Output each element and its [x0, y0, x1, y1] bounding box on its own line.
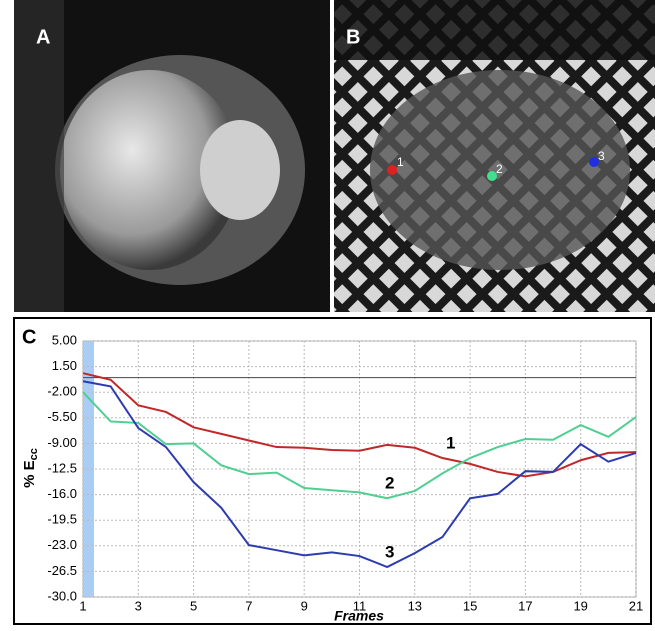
x-tick-label: 19 [573, 598, 587, 613]
marker-label: 1 [397, 155, 404, 169]
x-tick-label: 5 [190, 598, 197, 613]
marker [487, 171, 497, 181]
panel-label: C [22, 326, 36, 348]
y-tick-label: -19.5 [47, 512, 77, 527]
series-label: 1 [446, 433, 455, 452]
series-line [82, 372, 637, 478]
y-tick-label: -23.0 [47, 537, 77, 552]
marker [589, 157, 599, 167]
x-tick-label: 9 [301, 598, 308, 613]
x-tick-label: 7 [245, 598, 252, 613]
y-tick-label: 5.00 [52, 332, 77, 347]
x-tick-label: 11 [353, 598, 367, 613]
y-tick-label: -12.5 [47, 460, 77, 475]
heart-outline [370, 70, 630, 270]
y-tick-label: -5.50 [47, 409, 77, 424]
y-tick-label: -26.5 [47, 563, 77, 578]
y-axis-label-sub: cc [28, 448, 40, 460]
y-tick-label: -30.0 [47, 588, 77, 603]
series-label: 3 [385, 542, 394, 561]
marker-label: 2 [496, 162, 503, 176]
y-axis-label: % Ecc [21, 448, 40, 488]
ventricle [60, 70, 240, 270]
marker [387, 165, 397, 175]
x-tick-label: 15 [463, 598, 477, 613]
x-tick-label: 1 [79, 598, 86, 613]
x-tick-label: 3 [135, 598, 142, 613]
series-line [82, 380, 637, 569]
series-line [82, 391, 637, 500]
x-tick-label: 17 [518, 598, 532, 613]
y-tick-label: -9.00 [47, 435, 77, 450]
x-tick-label: 21 [629, 598, 643, 613]
ventricle [200, 120, 280, 220]
x-tick-label: 13 [408, 598, 422, 613]
x-axis-label: Frames [334, 608, 384, 624]
shade [334, 0, 655, 60]
y-tick-label: 1.50 [52, 358, 77, 373]
marker-label: 3 [598, 149, 605, 163]
series-label: 2 [385, 473, 394, 492]
y-tick-label: -2.00 [47, 384, 77, 399]
tissue [14, 0, 64, 312]
y-tick-label: -16.0 [47, 486, 77, 501]
y-axis-label-text: % E [21, 460, 38, 488]
panel-label: A [36, 26, 50, 48]
panel-label: B [346, 26, 360, 48]
